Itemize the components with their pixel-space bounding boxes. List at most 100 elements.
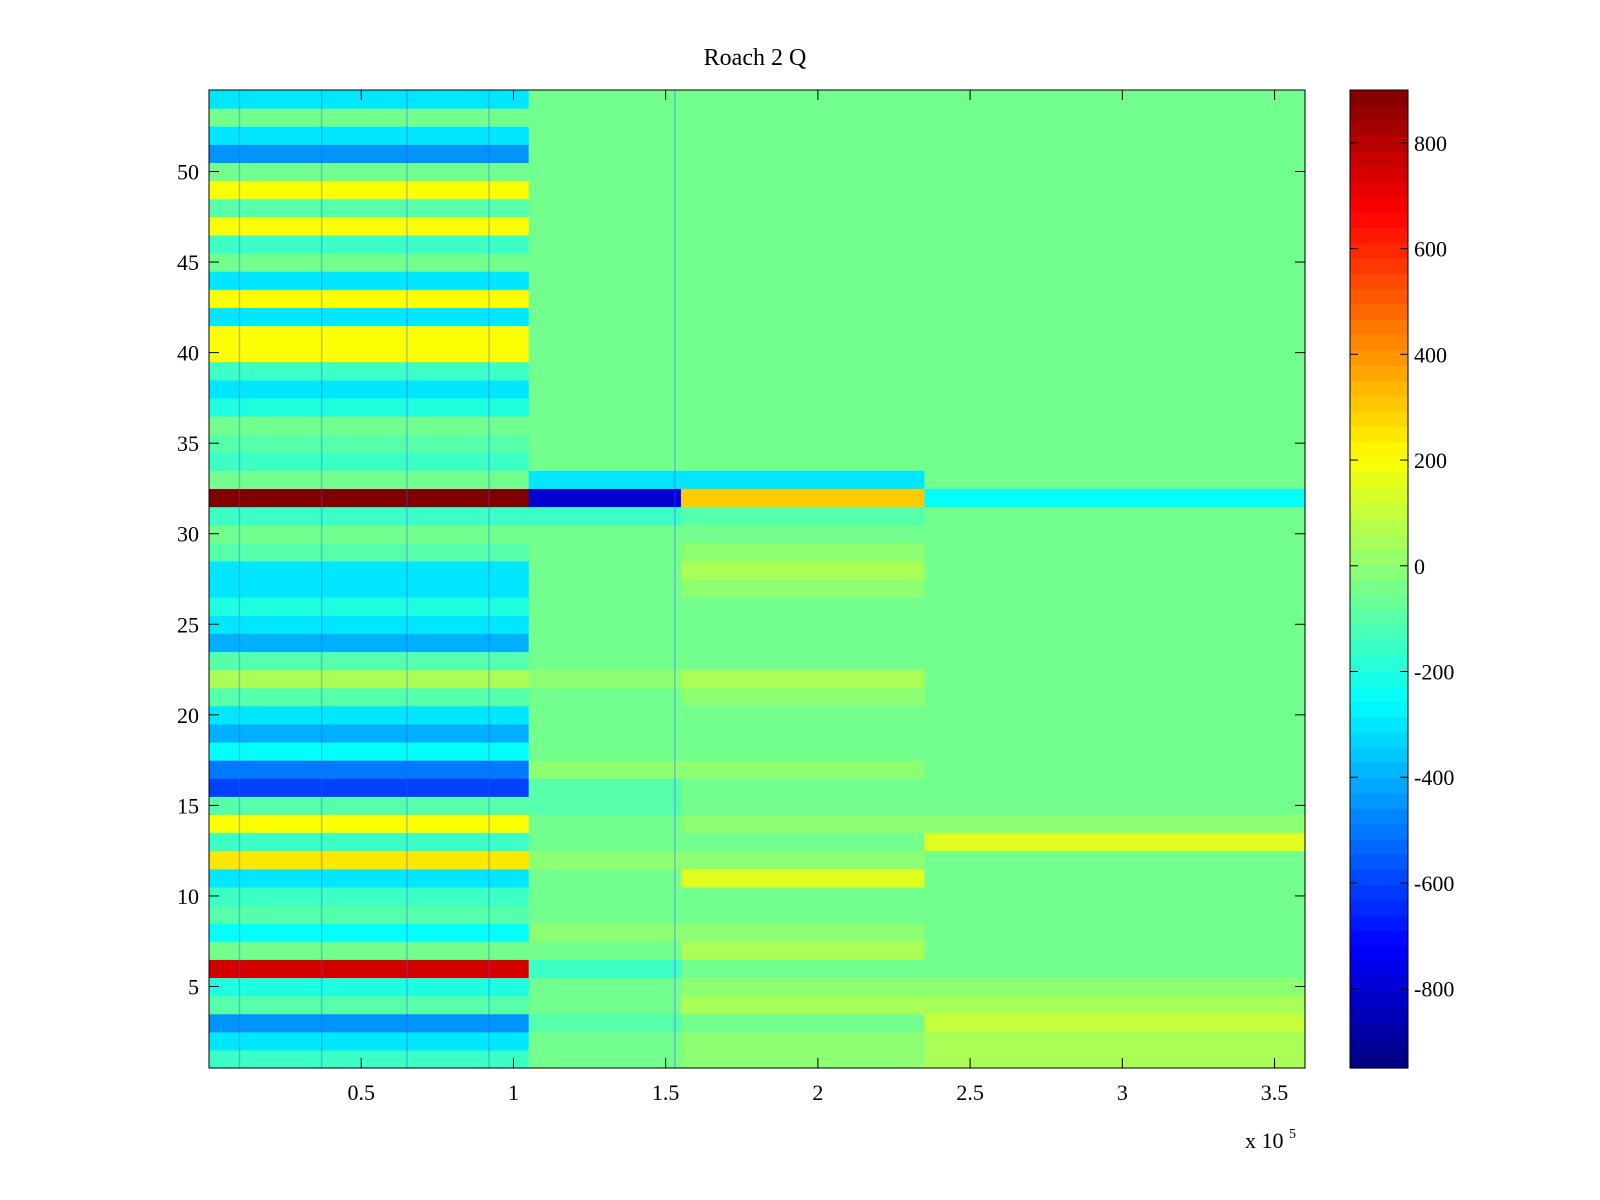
heatmap-cell xyxy=(680,144,926,164)
colorbar-swatch xyxy=(1350,380,1408,397)
heatmap-cell xyxy=(924,416,1306,435)
heatmap-cell xyxy=(209,488,530,508)
heatmap-cell xyxy=(528,325,682,345)
heatmap-cell xyxy=(209,506,530,526)
colorbar-swatch xyxy=(1350,548,1408,565)
heatmap-cell xyxy=(209,814,530,834)
heatmap-cell xyxy=(528,1031,682,1051)
heatmap-cell xyxy=(528,705,682,725)
vertical-streaks xyxy=(238,90,676,1068)
heatmap-cell xyxy=(209,542,530,562)
heatmap-cell xyxy=(924,271,1306,290)
heatmap-cell xyxy=(680,180,926,200)
heatmap-cell xyxy=(209,1013,530,1033)
heatmap-cell xyxy=(924,615,1306,634)
colorbar-swatch xyxy=(1350,395,1408,412)
heatmap-cell xyxy=(528,1013,682,1033)
heatmap-cell xyxy=(680,488,926,508)
heatmap-cell xyxy=(924,687,1306,707)
heatmap-cell xyxy=(209,162,530,182)
heatmap-cell xyxy=(680,434,926,453)
heatmap-cell xyxy=(209,850,530,870)
colorbar-tick-label: -400 xyxy=(1414,765,1454,790)
colorbar-swatch xyxy=(1350,105,1408,122)
heatmap-cell xyxy=(528,742,682,761)
heatmap-cell xyxy=(680,379,926,399)
x-exponent-power: 5 xyxy=(1289,1127,1296,1142)
heatmap-cell xyxy=(209,126,530,145)
heatmap-cell xyxy=(528,669,682,689)
colorbar-tick-label: -200 xyxy=(1414,660,1454,685)
heatmap-cell xyxy=(209,216,530,236)
colorbar-swatch xyxy=(1350,777,1408,794)
chart-title: Roach 2 Q xyxy=(704,45,807,71)
heatmap-cell xyxy=(528,198,682,218)
heatmap-cell xyxy=(528,162,682,182)
colorbar-swatch xyxy=(1350,655,1408,672)
heatmap-cell xyxy=(924,941,1306,960)
heatmap-cell xyxy=(209,434,530,453)
heatmap-cell xyxy=(528,778,682,797)
y-axis-ticks: 5 10 15 20 25 30 35 40 45 50 xyxy=(177,160,1305,1000)
colorbar-swatch xyxy=(1350,441,1408,458)
heatmap-cell xyxy=(209,198,530,218)
heatmap-cell xyxy=(680,687,926,707)
colorbar-swatch xyxy=(1350,502,1408,519)
heatmap-cell xyxy=(528,307,682,327)
heatmap-cell xyxy=(528,868,682,888)
heatmap-cell xyxy=(680,814,926,834)
heatmap-cell xyxy=(924,923,1306,942)
heatmap-cell xyxy=(680,796,926,816)
heatmap-cell xyxy=(924,760,1306,779)
heatmap-cell xyxy=(528,343,682,363)
colorbar-tick-label: -800 xyxy=(1414,977,1454,1002)
colorbar-swatch xyxy=(1350,242,1408,259)
x-tick-label: 2.5 xyxy=(956,1080,984,1105)
heatmap-cell xyxy=(924,144,1306,164)
y-tick-label: 10 xyxy=(177,884,199,909)
heatmap-cell xyxy=(209,832,530,852)
colorbar-swatch xyxy=(1350,410,1408,427)
heatmap-cell xyxy=(209,615,530,634)
colorbar-swatch xyxy=(1350,212,1408,229)
heatmap-cell xyxy=(680,452,926,471)
heatmap-cell xyxy=(209,253,530,272)
colorbar-swatch xyxy=(1350,624,1408,641)
heatmap-cell xyxy=(924,470,1306,490)
heatmap-cell xyxy=(209,289,530,308)
heatmap-cell xyxy=(924,977,1306,997)
heatmap-cell xyxy=(680,886,926,906)
colorbar-swatch xyxy=(1350,823,1408,840)
heatmap-cell xyxy=(680,597,926,616)
plot-frame xyxy=(208,89,1306,1069)
heatmap-cell xyxy=(680,216,926,236)
colorbar-frame xyxy=(1349,89,1409,1069)
colorbar-swatch xyxy=(1350,976,1408,993)
heatmap-cell xyxy=(680,560,926,580)
colorbar-swatch xyxy=(1350,365,1408,381)
colorbar-tick-label: 0 xyxy=(1414,554,1425,579)
colorbar-swatch xyxy=(1350,426,1408,443)
colorbar-swatch xyxy=(1350,869,1408,886)
heatmap-cell xyxy=(209,886,530,906)
heatmap-cell xyxy=(209,560,530,580)
heatmap-cell xyxy=(528,108,682,127)
heatmap-cell xyxy=(924,850,1306,870)
heatmap-cell xyxy=(528,977,682,997)
heatmap-cell xyxy=(680,524,926,544)
heatmap-cell xyxy=(528,180,682,200)
heatmap-cell xyxy=(528,488,682,508)
colorbar-swatch xyxy=(1350,792,1408,809)
heatmap-cell xyxy=(528,850,682,870)
heatmap-cell xyxy=(680,977,926,997)
heatmap-cell xyxy=(209,760,530,779)
heatmap-cell xyxy=(209,723,530,743)
colorbar-swatch xyxy=(1350,166,1408,183)
heatmap-cell xyxy=(680,253,926,272)
heatmap-cell xyxy=(924,959,1306,979)
heatmap-cell xyxy=(528,289,682,308)
heatmap-cell xyxy=(528,253,682,272)
colorbar-swatch xyxy=(1350,762,1408,779)
heatmap-cell xyxy=(680,760,926,779)
heatmap-cell xyxy=(924,579,1306,598)
